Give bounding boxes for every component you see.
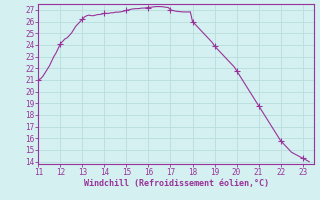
X-axis label: Windchill (Refroidissement éolien,°C): Windchill (Refroidissement éolien,°C)	[84, 179, 268, 188]
